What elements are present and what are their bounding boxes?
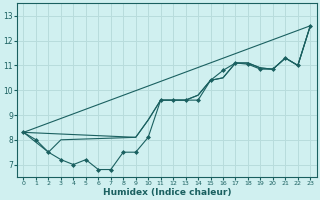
X-axis label: Humidex (Indice chaleur): Humidex (Indice chaleur) xyxy=(103,188,231,197)
